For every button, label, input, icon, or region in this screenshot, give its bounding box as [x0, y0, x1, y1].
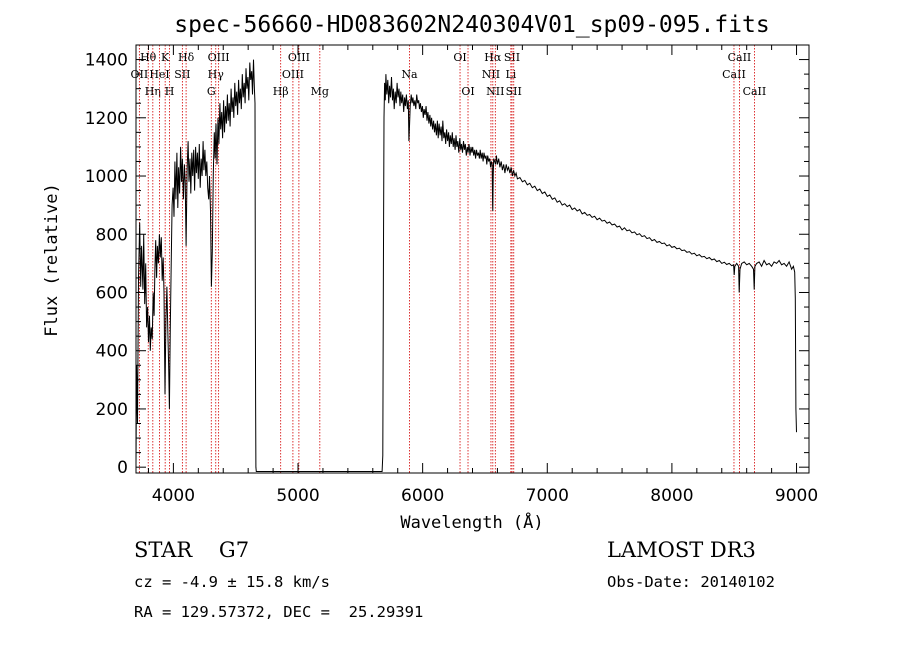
y-tick-label: 1400 [85, 51, 128, 71]
y-tick-label: 200 [96, 400, 128, 420]
x-axis-label: Wavelength (Å) [400, 511, 543, 533]
object-class-label: STAR G7 [134, 538, 250, 562]
spectral-line-label: SII [174, 68, 190, 81]
spectrum-chart: spec-56660-HD083602N240304V01_sp09-095.f… [42, 12, 818, 533]
velocity-text: cz = -4.9 ± 15.8 km/s [134, 573, 330, 591]
chart-title: spec-56660-HD083602N240304V01_sp09-095.f… [174, 12, 769, 38]
survey-label: LAMOST DR3 [607, 538, 756, 562]
axis-ticks: 4000 5000 6000 7000 8000 9000 0 200 400 600 800 100… [85, 44, 818, 506]
spectral-line-label: CaII [722, 68, 746, 81]
spectral-line-label: Hθ [140, 51, 157, 64]
spectral-line-label: CaII [728, 51, 752, 64]
spectral-line-label: Hδ [178, 51, 195, 64]
spectral-line-label: OIII [288, 51, 310, 64]
x-tick-label: 4000 [152, 486, 195, 506]
x-tick-label: 7000 [526, 486, 569, 506]
y-tick-label: 1200 [85, 109, 128, 129]
spectral-line-label: HeI [149, 68, 169, 81]
y-tick-label: 1000 [85, 167, 128, 187]
spectral-line-label: Hβ [273, 85, 289, 98]
spectral-line-label: SII [506, 85, 522, 98]
spectral-line-label: K [161, 51, 170, 64]
y-axis-label: Flux (relative) [42, 183, 62, 337]
observation-date: Obs-Date: 20140102 [607, 573, 775, 591]
x-tick-label: 5000 [276, 486, 319, 506]
spectral-line-label: NII [486, 85, 504, 98]
spectral-line-label: G [207, 85, 216, 98]
spectral-line-label: OI [453, 51, 466, 64]
spectral-line-label: Hη [145, 85, 161, 98]
y-tick-label: 0 [117, 458, 128, 478]
y-tick-label: 800 [96, 225, 128, 245]
spectral-line-label: Li [505, 68, 516, 81]
coordinates-text: RA = 129.57372, DEC = 25.29391 [134, 603, 424, 621]
y-tick-label: 600 [96, 283, 128, 303]
spectral-line-label: Hα [484, 51, 502, 64]
spectral-line-label: OIII [208, 51, 230, 64]
spectral-line-label: Mg [311, 85, 329, 98]
spectral-line-label: CaII [743, 85, 767, 98]
spectral-line-label: OI [461, 85, 474, 98]
spectral-line-label: Na [401, 68, 418, 81]
spectral-line-label: SII [504, 51, 520, 64]
x-tick-label: 9000 [775, 486, 818, 506]
spectral-line-label: OIII [282, 68, 304, 81]
spectral-line-label: H [165, 85, 175, 98]
x-tick-label: 6000 [401, 486, 444, 506]
spectral-line-label: NII [482, 68, 500, 81]
x-tick-label: 8000 [650, 486, 693, 506]
spectrum-series-line [135, 59, 797, 472]
spectral-line-label: Hγ [208, 68, 225, 81]
y-tick-label: 400 [96, 342, 128, 362]
